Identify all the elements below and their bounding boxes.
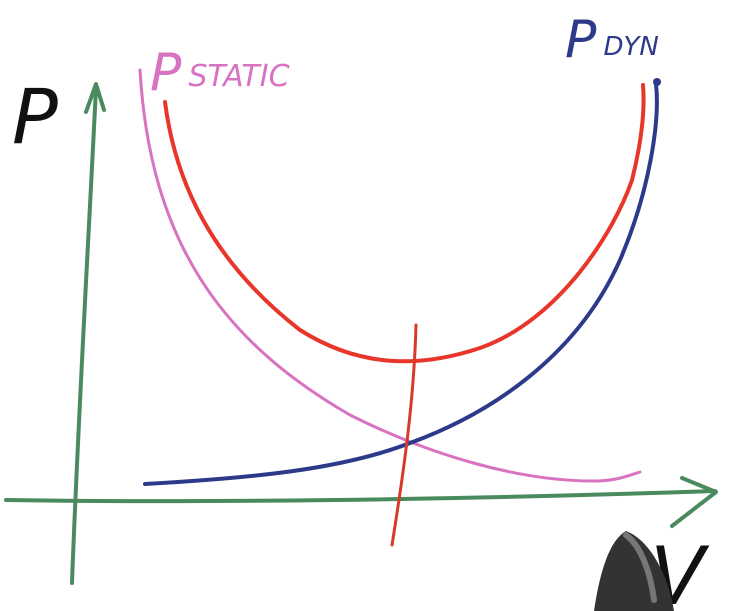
axes [4,82,718,585]
y-axis-arrowhead [84,82,106,114]
x-axis [4,489,717,504]
static-power-label-subscript: STATIC [188,59,289,94]
static-power-label-main: P [150,43,182,103]
y-axis [70,86,98,585]
dynamic-power-label-main: P [565,10,597,70]
x-axis-arrowhead [670,476,718,528]
dynamic-power-label: P DYN [565,10,659,70]
optimum-voltage-line [390,323,418,547]
dynamic-power-curve [143,82,659,486]
dynamic-power-curve-end-dot [653,78,661,86]
dynamic-power-label-subscript: DYN [603,32,658,62]
y-axis-label: P [12,72,58,161]
pointer-cursor-icon [594,531,674,611]
static-power-curve [138,68,642,483]
static-power-label: P STATIC [150,43,290,103]
total-power-curve [163,83,646,364]
